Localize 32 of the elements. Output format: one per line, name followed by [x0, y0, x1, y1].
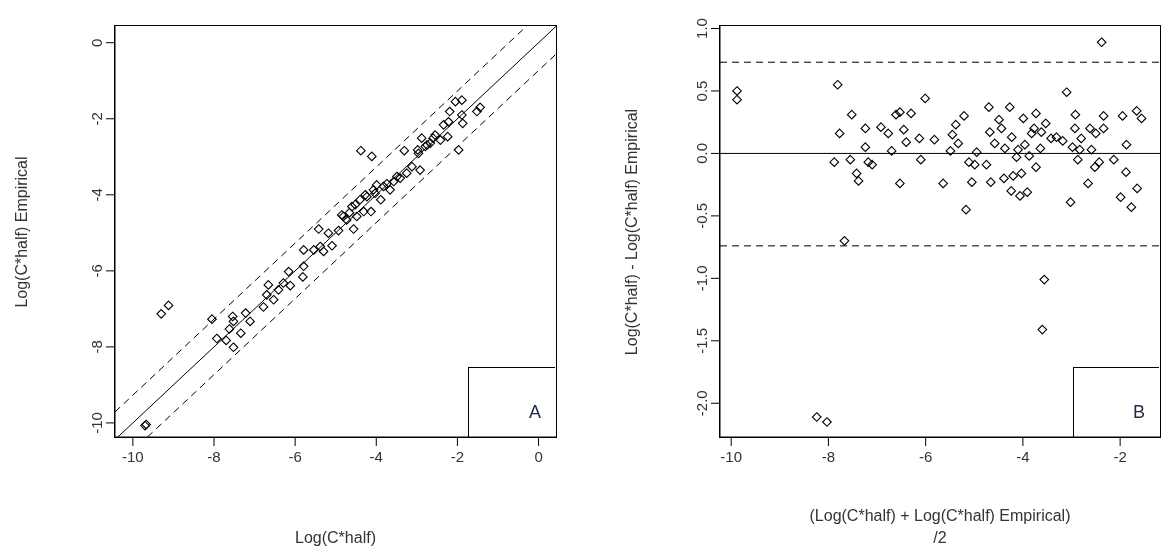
label-box: B	[1073, 367, 1159, 437]
x-tick-label: -10	[122, 448, 144, 465]
x-tick-label: -6	[918, 448, 933, 465]
x-tick-label: -6	[288, 448, 302, 465]
x-tick-label: 0	[534, 448, 543, 465]
x-axis-title: Log(C*half)	[294, 528, 377, 547]
x-tick-label: -2	[450, 448, 465, 465]
y-tick-label: -8	[88, 340, 105, 354]
x-tick-label: -8	[821, 448, 836, 465]
annotation: A	[528, 402, 541, 423]
y-tick-label: -6	[88, 264, 105, 278]
x-tick-label: -8	[207, 448, 221, 465]
x-tick-label: -2	[1113, 448, 1127, 465]
y-tick-label: -2.0	[693, 390, 710, 417]
y-tick-label: 0.5	[693, 80, 710, 102]
label-box: A	[468, 367, 555, 437]
x-axis-title: (Log(C*half) + Log(C*half) Empirical) /2	[808, 506, 1072, 547]
y-tick-label: 1.0	[693, 18, 710, 39]
y-axis-title: Log(C*half) - Log(C*half) Empirical	[623, 108, 641, 355]
y-tick-label: 0.0	[693, 142, 710, 164]
y-tick-label: -10	[88, 412, 105, 434]
y-tick-label: -0.5	[693, 202, 710, 229]
y-tick-label: -1.0	[693, 265, 710, 292]
y-tick-label: -2	[88, 112, 105, 126]
x-tick-label: -4	[369, 448, 383, 465]
x-tick-label: -4	[1016, 448, 1030, 465]
x-tick-label: -10	[720, 448, 743, 465]
annotation: B	[1132, 402, 1145, 423]
y-tick-label: -4	[88, 188, 105, 202]
y-tick-label: 0	[88, 38, 105, 47]
y-tick-label: -1.5	[693, 327, 710, 354]
y-axis-title: Log(C*half) Empirical	[13, 155, 31, 308]
